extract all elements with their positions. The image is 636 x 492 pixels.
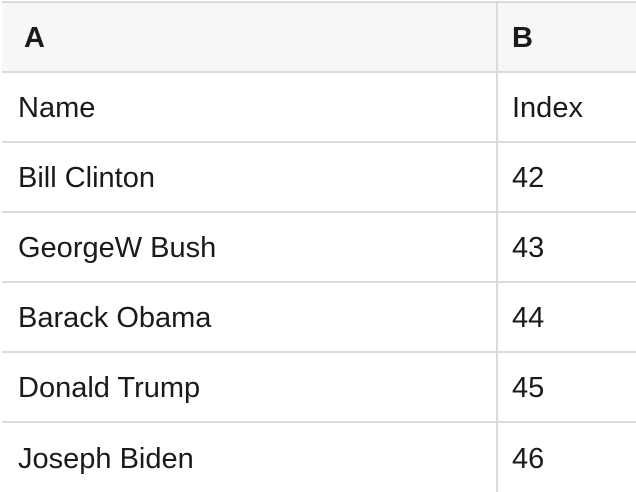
table-row: Barack Obama 44 [2,282,636,353]
table-row: Name Index [2,72,636,143]
cell-index[interactable]: 44 [497,282,636,353]
table-row: Joseph Biden 46 [2,422,636,492]
column-header-a[interactable]: A [2,2,498,73]
cell-index[interactable]: 42 [497,142,636,213]
table-row: Bill Clinton 42 [2,142,636,213]
cell-name-header[interactable]: Name [2,72,498,143]
table-row: Donald Trump 45 [2,352,636,423]
cell-index[interactable]: 46 [512,442,545,475]
column-header-b[interactable]: B [497,2,636,73]
cell-name[interactable]: GeorgeW Bush [2,212,498,283]
cell-name[interactable]: Barack Obama [2,282,498,353]
column-header-row: A B [2,2,636,73]
cell-name[interactable]: Joseph Biden [2,422,498,492]
cell-name[interactable]: Donald Trump [2,352,498,423]
table-row: GeorgeW Bush 43 [2,212,636,283]
cell-index-header[interactable]: Index [497,72,636,143]
cell-index[interactable]: 45 [497,352,636,423]
cell-index[interactable]: 43 [497,212,636,283]
cell-name[interactable]: Bill Clinton [2,142,498,213]
